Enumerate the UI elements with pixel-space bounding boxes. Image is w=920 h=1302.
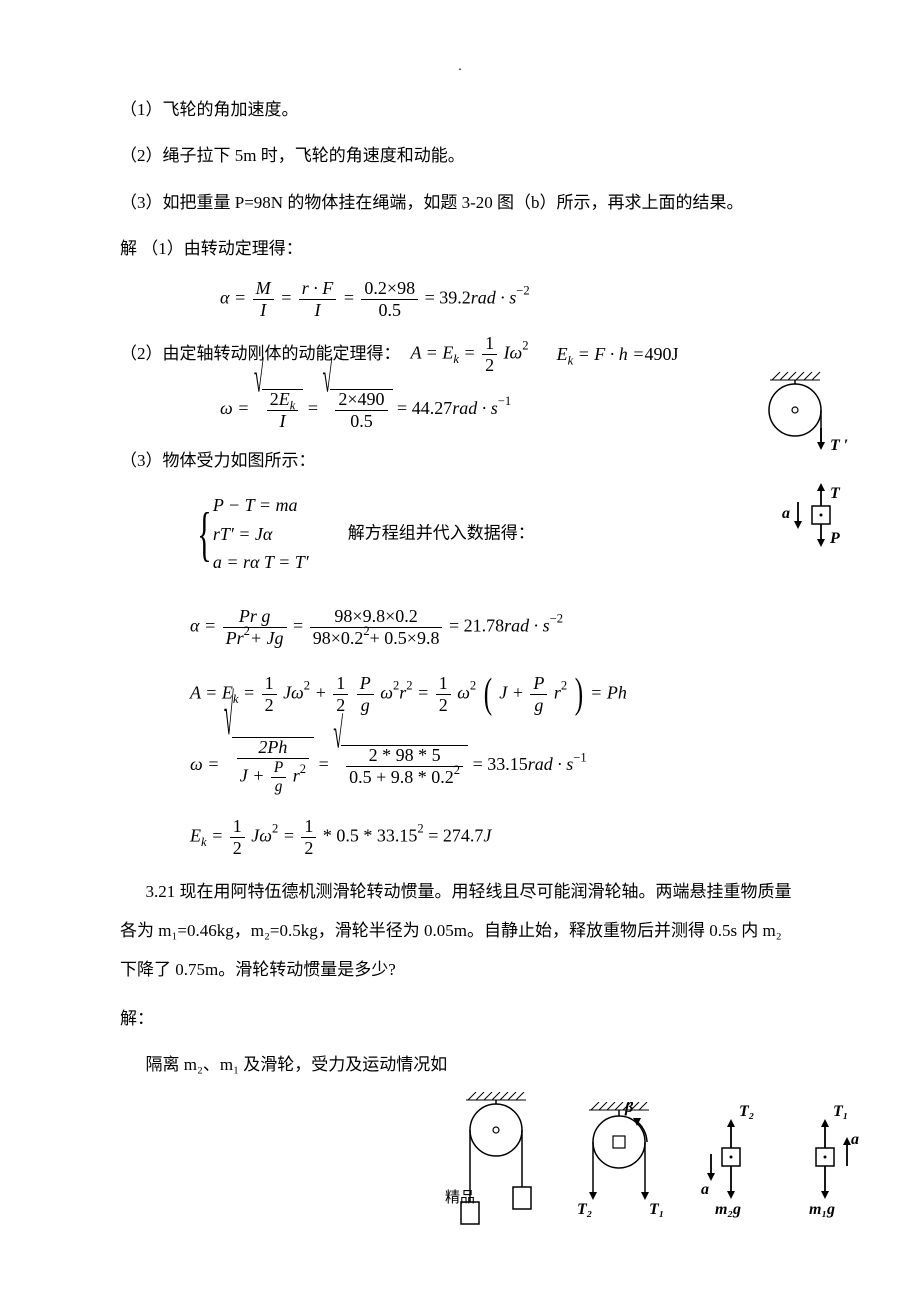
- free-body-diagram-side: T ′ T P a: [750, 370, 860, 570]
- question-2: （2）绳子拉下 5m 时，飞轮的角速度和动能。: [120, 140, 800, 172]
- equation-alpha-1: α = MI = r · FI = 0.2×980.5 = 39.2rad · …: [120, 279, 800, 320]
- solution-3-label: （3）物体受力如图所示：: [120, 445, 800, 477]
- solution-1-label: 解 （1）由转动定理得：: [120, 233, 800, 265]
- equation-omega-2: ω = √ 2Ph J + Pg r2 = √ 2 * 98 * 5 0.5 +…: [120, 737, 800, 795]
- mass-2-fbd-icon: T₂ a m₂g: [701, 1102, 771, 1232]
- solution-2-line: （2）由定轴转动刚体的动能定理得： A = Ek = 12 Iω2 Ek = F…: [120, 334, 800, 375]
- svg-text:P: P: [829, 530, 840, 547]
- header-dot: .: [120, 60, 800, 80]
- atwood-diagrams: β T₂ T₁ T₂ a m₂g T₁ a m₁g: [448, 1092, 865, 1232]
- pulley-fbd-icon: β T₂ T₁: [567, 1102, 677, 1232]
- isolation-text: 隔离 m₂、m₁ 及滑轮，受力及运动情况如: [120, 1049, 450, 1081]
- equation-omega-1: ω = √ 2EkI = √ 2×4900.5 = 44.27rad · s−1: [120, 389, 800, 431]
- svg-text:T₂: T₂: [739, 1103, 754, 1120]
- mass-1-fbd-icon: T₁ a m₁g: [795, 1102, 865, 1232]
- equation-A-Ek: A = Ek = 12 Jω2 + 12 Pg ω2r2 = 12 ω2 ( J…: [120, 674, 800, 715]
- solution-label-321: 解：: [120, 1003, 800, 1035]
- svg-text:β: β: [624, 1102, 634, 1116]
- equation-system: { P − T = ma rT′ = Jα a = rα T = T′ 解方程组…: [120, 491, 800, 577]
- svg-text:T₁: T₁: [649, 1201, 664, 1218]
- svg-text:T: T: [830, 485, 841, 502]
- svg-text:a: a: [782, 505, 790, 522]
- svg-text:T ′: T ′: [830, 437, 848, 454]
- question-1: （1）飞轮的角加速度。: [120, 94, 800, 126]
- equation-alpha-2: α = Pr g Pr2+ Jg = 98×9.8×0.2 98×0.22+ 0…: [120, 607, 800, 648]
- question-3: （3）如把重量 P=98N 的物体挂在绳端，如题 3-20 图（b）所示，再求上…: [120, 187, 800, 219]
- equation-Ek-final: Ek = 12 Jω2 = 12 * 0.5 * 33.152 = 274.7J: [120, 817, 800, 858]
- svg-text:m₁g: m₁g: [809, 1201, 835, 1218]
- atwood-machine-icon: [448, 1092, 543, 1232]
- svg-text:a: a: [701, 1181, 709, 1198]
- svg-text:T₁: T₁: [833, 1103, 848, 1120]
- svg-text:m₂g: m₂g: [715, 1201, 741, 1218]
- problem-3-21: 3.21 现在用阿特伍德机测滑轮转动惯量。用轻线且尽可能润滑轮轴。两端悬挂重物质…: [120, 872, 800, 989]
- svg-text:a: a: [851, 1131, 859, 1148]
- svg-text:T₂: T₂: [577, 1201, 592, 1218]
